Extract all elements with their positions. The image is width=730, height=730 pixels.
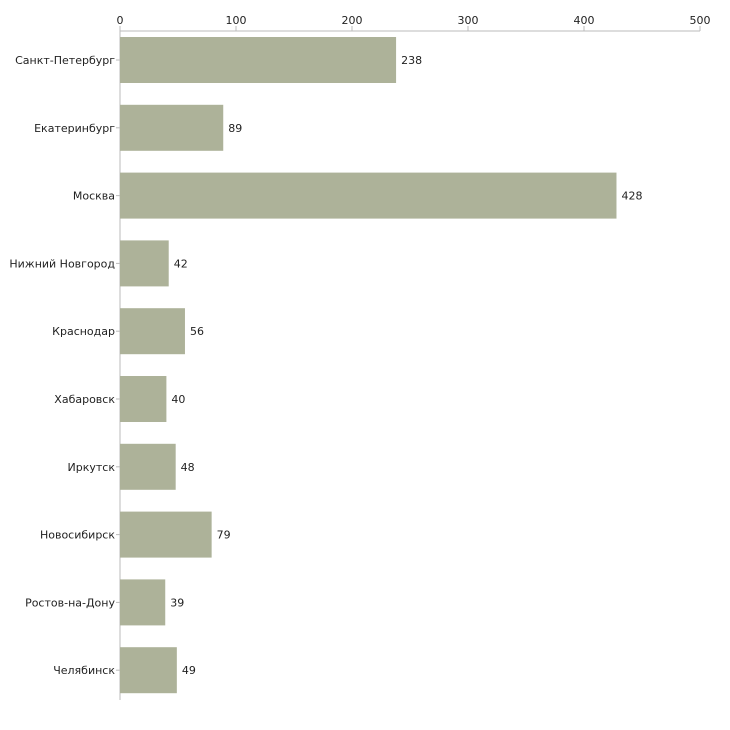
bar [120, 443, 176, 490]
bar [120, 511, 212, 558]
bar-value-label: 56 [190, 325, 204, 338]
bar-value-label: 238 [401, 54, 422, 67]
category-label: Екатеринбург [34, 122, 115, 135]
category-label: Краснодар [52, 325, 115, 338]
category-label: Ростов-на-Дону [25, 596, 115, 609]
bar [120, 579, 166, 626]
bar [120, 104, 224, 151]
category-label: Иркутск [68, 461, 116, 474]
bar-value-label: 40 [171, 393, 185, 406]
bar-value-label: 42 [174, 257, 188, 270]
bar-value-label: 48 [181, 461, 195, 474]
bar [120, 172, 617, 219]
data-labels: 238 89 428 42 56 40 48 79 39 49 [170, 54, 642, 677]
bar-value-label: 49 [182, 664, 196, 677]
bar [120, 240, 169, 287]
category-label: Новосибирск [40, 529, 115, 542]
y-axis: Санкт-Петербург Екатеринбург Москва Нижний … [9, 31, 121, 700]
x-tick-label: 0 [117, 14, 124, 27]
category-label: Челябинск [53, 664, 115, 677]
category-label: Санкт-Петербург [15, 54, 115, 67]
x-tick-label: 400 [574, 14, 595, 27]
bar [120, 308, 185, 355]
bars [120, 37, 617, 694]
x-tick-label: 200 [342, 14, 363, 27]
bar [120, 647, 177, 694]
bar-value-label: 89 [228, 122, 242, 135]
category-label: Нижний Новгород [9, 257, 115, 270]
x-tick-label: 100 [226, 14, 247, 27]
category-label: Москва [73, 190, 115, 203]
x-tick-label: 500 [690, 14, 711, 27]
bar [120, 37, 397, 83]
bar [120, 376, 167, 422]
x-axis: 0 100 200 300 400 500 [117, 14, 711, 32]
category-label: Хабаровск [54, 393, 115, 406]
bar-value-label: 39 [170, 596, 184, 609]
bar-value-label: 79 [217, 529, 231, 542]
bar-value-label: 428 [621, 190, 642, 203]
x-tick-label: 300 [458, 14, 479, 27]
